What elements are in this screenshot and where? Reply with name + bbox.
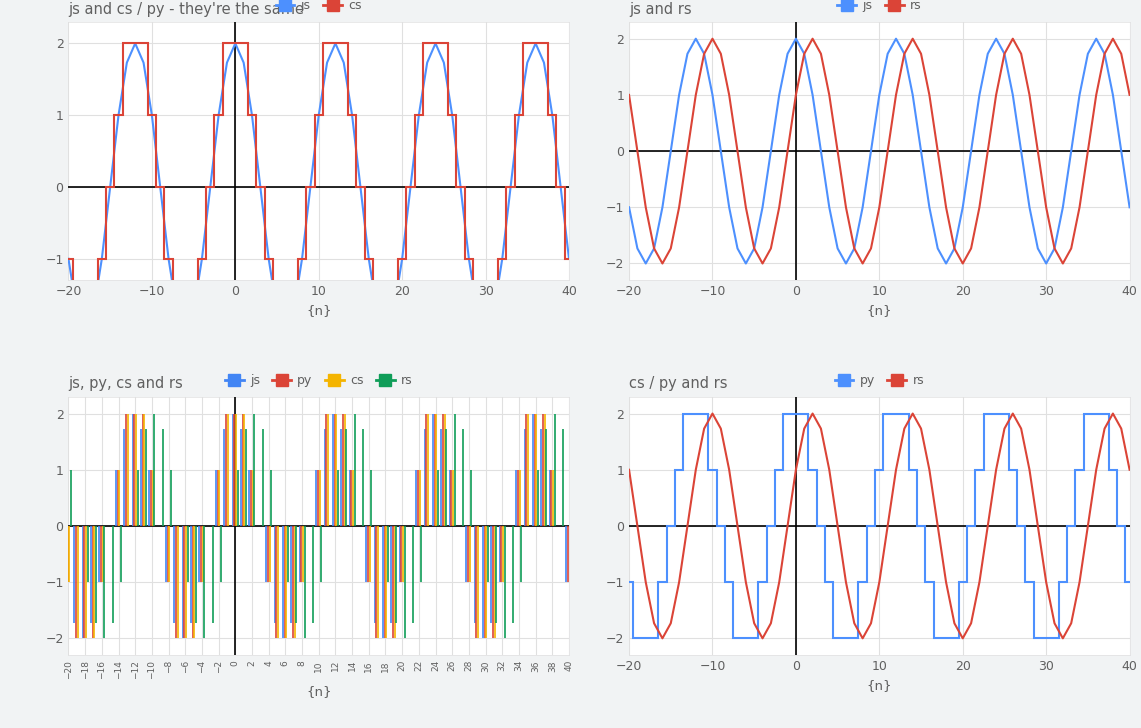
Legend: js, rs: js, rs [832,0,926,17]
X-axis label: {n}: {n} [306,304,332,317]
X-axis label: {n}: {n} [866,678,892,692]
X-axis label: {n}: {n} [866,304,892,317]
Text: js and rs: js and rs [629,1,691,17]
Legend: py, rs: py, rs [830,369,929,392]
Legend: js, py, cs, rs: js, py, cs, rs [220,369,418,392]
X-axis label: {n}: {n} [306,684,332,697]
Legend: js, cs: js, cs [270,0,366,17]
Text: js, py, cs and rs: js, py, cs and rs [68,376,184,392]
Text: cs / py and rs: cs / py and rs [629,376,728,392]
Text: js and cs / py - they're the same: js and cs / py - they're the same [68,1,305,17]
